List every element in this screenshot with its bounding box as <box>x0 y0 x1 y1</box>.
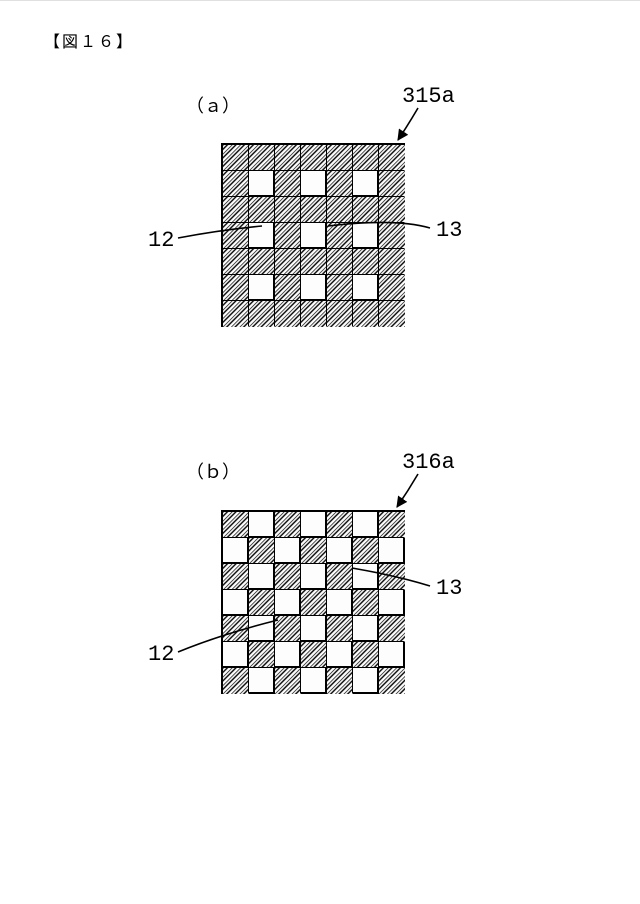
page: 【図１６】 （ａ） 315a 12 13 （ｂ） 316a 12 13 <box>0 0 640 904</box>
leader-lines <box>0 0 640 904</box>
